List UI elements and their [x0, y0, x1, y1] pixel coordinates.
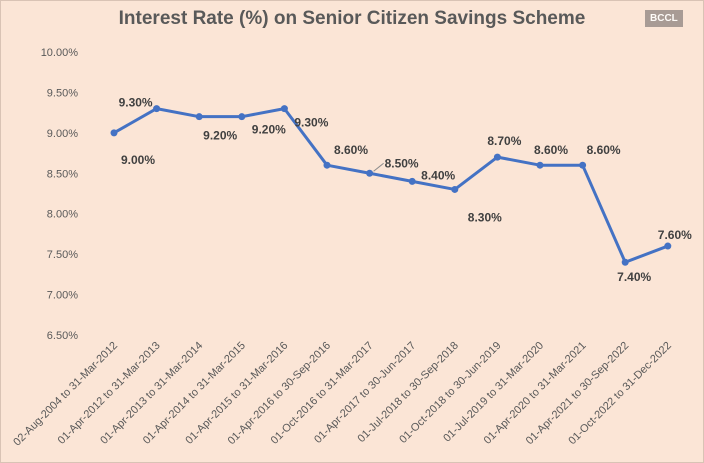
data-label: 9.00%: [121, 153, 155, 167]
data-label: 9.20%: [252, 123, 286, 137]
data-label: 9.20%: [203, 129, 237, 143]
y-tick-label: 8.00%: [47, 209, 78, 221]
data-point: [621, 258, 629, 266]
data-point: [579, 161, 587, 169]
y-tick-label: 9.50%: [47, 87, 78, 99]
data-label: 9.30%: [294, 116, 328, 130]
data-point: [238, 113, 246, 121]
data-point: [195, 113, 203, 121]
series-line: [113, 107, 669, 264]
data-label: 8.40%: [421, 168, 455, 182]
data-label: 9.30%: [119, 96, 153, 110]
data-point: [408, 177, 416, 185]
data-point: [280, 105, 288, 113]
data-point: [493, 153, 501, 161]
y-tick-label: 10.00%: [41, 47, 79, 59]
data-point: [366, 169, 374, 177]
chart-title: Interest Rate (%) on Senior Citizen Savi…: [118, 8, 586, 29]
y-tick-label: 9.00%: [47, 128, 78, 140]
data-point: [153, 105, 161, 113]
data-label: 8.60%: [534, 143, 568, 157]
leader-line: [373, 162, 384, 172]
data-label: 8.60%: [587, 143, 621, 157]
data-point: [536, 161, 544, 169]
y-tick-label: 7.50%: [47, 249, 78, 261]
data-label: 7.60%: [658, 228, 692, 242]
data-point: [110, 129, 118, 137]
y-tick-label: 8.50%: [47, 168, 78, 180]
data-label: 8.50%: [385, 156, 419, 170]
data-label: 8.60%: [334, 143, 368, 157]
data-label: 7.40%: [617, 270, 651, 284]
y-tick-label: 7.00%: [47, 290, 78, 302]
watermark: BCCL: [645, 10, 683, 27]
data-point: [323, 161, 331, 169]
data-point: [451, 185, 459, 193]
data-point: [664, 242, 672, 250]
y-tick-label: 6.50%: [47, 330, 78, 342]
data-label: 8.70%: [487, 134, 521, 148]
data-label: 8.30%: [468, 210, 502, 224]
